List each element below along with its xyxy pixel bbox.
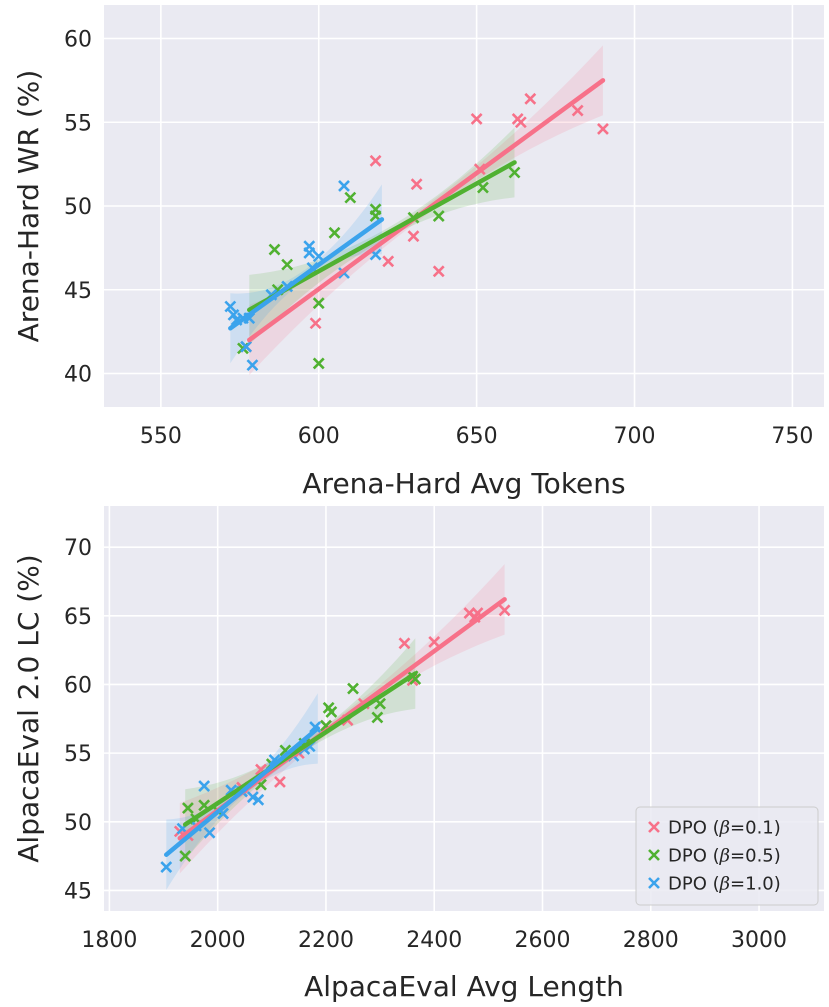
x-tick-label: 2400 (406, 928, 462, 953)
data-point (571, 104, 584, 117)
data-point (246, 359, 259, 372)
x-tick-label: 2600 (514, 928, 570, 953)
data-point (240, 340, 253, 353)
data-point (344, 191, 357, 204)
x-tick-label: 750 (771, 424, 813, 449)
chart-2: 1800 2000 2200 2400 2600 2800 3000 45 50 55 60 65 70… (12, 506, 824, 1003)
data-point (303, 246, 316, 259)
data-point (410, 178, 423, 191)
data-point (470, 112, 483, 125)
data-point (274, 776, 286, 788)
y-axis-label: AlpacaEval 2.0 LC (%) (12, 554, 45, 862)
data-point (312, 357, 325, 370)
legend-label: DPO (β=0.5) (668, 846, 781, 867)
legend-box (635, 806, 819, 906)
legend-marker (648, 849, 660, 861)
regression-line (164, 726, 321, 857)
data-point (407, 230, 420, 243)
x-axis-label: Arena-Hard Avg Tokens (302, 467, 625, 500)
x-tick-label: 700 (614, 424, 656, 449)
y-tick-label: 50 (64, 195, 92, 220)
data-point (432, 265, 445, 278)
x-tick-label: 2200 (298, 928, 354, 953)
regression-line (228, 217, 385, 331)
y-tick-label: 65 (64, 605, 92, 630)
data-point (328, 226, 341, 239)
x-tick-label: 3000 (731, 928, 787, 953)
data-point (312, 297, 325, 310)
data-point (309, 317, 322, 330)
data-point (597, 123, 609, 135)
data-point (312, 250, 325, 263)
y-tick-label: 40 (64, 363, 92, 388)
legend-marker (648, 821, 660, 833)
x-tick-label: 550 (140, 424, 182, 449)
y-tick-label: 55 (64, 111, 92, 136)
y-tick-label: 45 (64, 279, 92, 304)
y-tick-label: 60 (64, 673, 92, 698)
legend-label: DPO (β=0.1) (668, 818, 781, 839)
data-point (428, 635, 441, 648)
regression-line (182, 671, 418, 827)
x-tick-label: 2000 (190, 928, 246, 953)
data-point (203, 826, 216, 839)
data-point (252, 793, 265, 806)
y-tick-label: 45 (64, 879, 92, 904)
data-point (514, 116, 527, 129)
legend-marker (648, 877, 660, 889)
data-point (398, 637, 411, 650)
y-axis-label: Arena-Hard WR (%) (12, 70, 45, 343)
legend: DPO (β=0.1) DPO (β=0.5) DPO (β=1.0) (635, 806, 819, 906)
y-tick-label: 50 (64, 811, 92, 836)
x-tick-label: 650 (456, 424, 498, 449)
data-point (160, 861, 173, 873)
y-tick-label: 60 (64, 28, 92, 53)
data-point (281, 258, 294, 271)
data-point (181, 802, 194, 814)
data-point (508, 166, 521, 179)
chart-1: 550 600 650 700 750 40 45 50 55 60 Arena-Hard Avg … (12, 5, 824, 500)
data-point (325, 706, 338, 718)
data-point (347, 682, 359, 695)
legend-label: DPO (β=1.0) (668, 874, 781, 895)
data-point (524, 92, 537, 105)
data-point (369, 154, 382, 167)
data-point (371, 711, 384, 724)
x-tick-label: 600 (298, 424, 340, 449)
data-point (432, 210, 445, 222)
data-point (268, 243, 281, 256)
x-axis-label: AlpacaEval Avg Length (304, 970, 624, 1003)
data-point (198, 780, 211, 792)
data-point (382, 255, 395, 268)
x-tick-label: 1800 (81, 928, 137, 953)
x-tick-label: 2800 (623, 928, 679, 953)
y-tick-label: 70 (64, 536, 92, 561)
data-point (498, 604, 511, 617)
data-point (224, 300, 237, 313)
data-point (338, 179, 350, 192)
data-point (179, 850, 192, 863)
y-tick-label: 55 (64, 742, 92, 767)
